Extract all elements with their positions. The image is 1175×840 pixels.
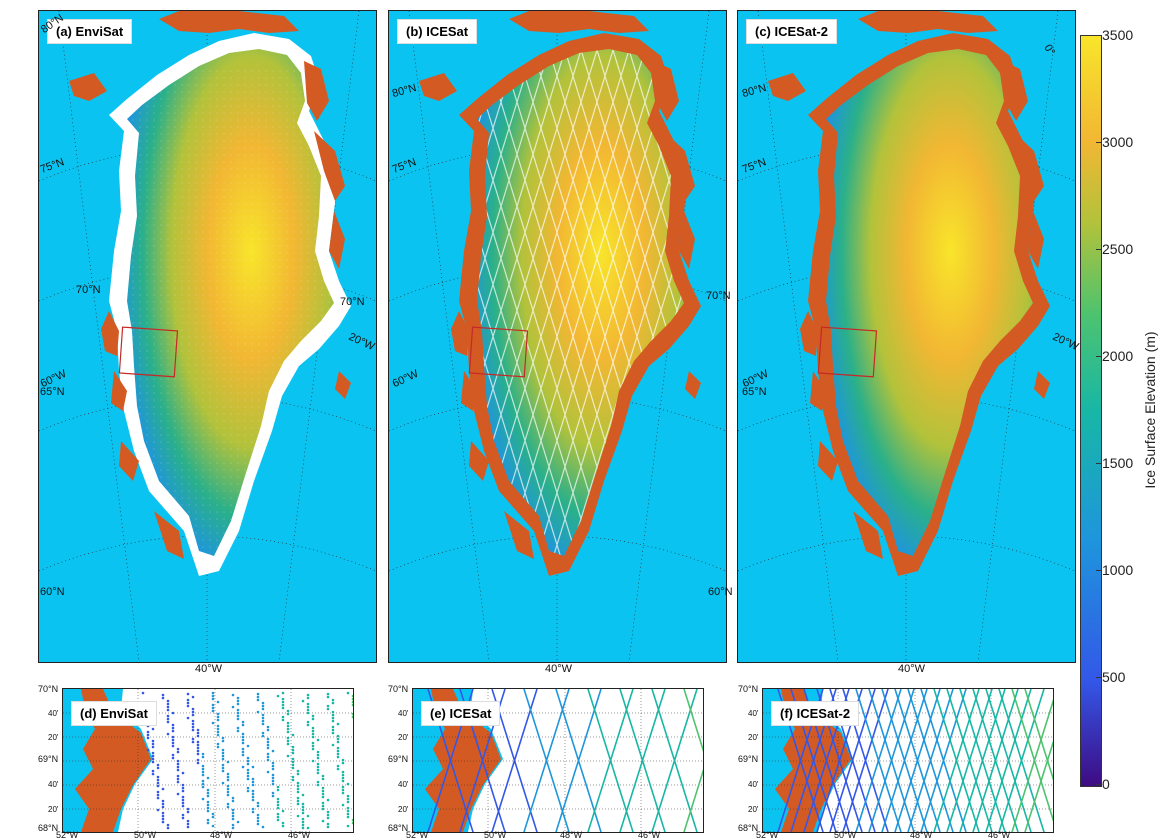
colorbar-tick-mark	[1096, 677, 1101, 678]
inset-lon-50: 50°W	[484, 830, 507, 840]
inset-lon-46: 46°W	[638, 830, 661, 840]
inset-lon-50: 50°W	[134, 830, 157, 840]
colorbar-tick-mark	[1096, 35, 1101, 36]
panel-label-b: (b) ICESat	[397, 19, 478, 44]
inset-lon-52: 52°W	[756, 830, 779, 840]
inset-lon-46: 46°W	[288, 830, 311, 840]
lat-label-70-b: 70°N	[340, 296, 365, 308]
lon-label-40w-b: 40°W	[545, 663, 573, 675]
inset-lat-20b: 20'	[748, 805, 759, 814]
inset-lon-50: 50°W	[834, 830, 857, 840]
inset-lat-69: 69°N	[738, 754, 759, 764]
lat-label-60-c: 60°N	[708, 586, 733, 598]
inset-lat-20a: 20'	[398, 733, 409, 742]
inset-lat-68: 68°N	[38, 823, 59, 833]
elevation-colorbar	[1080, 35, 1102, 787]
colorbar-tick-mark	[1096, 249, 1101, 250]
inset-label-f: (f) ICESat-2	[771, 701, 860, 726]
inset-lat-40b: 40'	[748, 780, 759, 789]
colorbar-tick-500: 500	[1102, 669, 1126, 685]
inset-lat-70: 70°N	[738, 684, 759, 694]
inset-panel-e: (e) ICESat	[412, 688, 704, 833]
colorbar-tick-1500: 1500	[1102, 455, 1134, 471]
inset-lat-20a: 20'	[748, 733, 759, 742]
colorbar-tick-1000: 1000	[1102, 562, 1134, 578]
lat-label-70-a: 70°N	[76, 284, 101, 296]
inset-lon-48: 48°W	[210, 830, 233, 840]
colorbar-tick-mark	[1096, 570, 1101, 571]
inset-lat-69: 69°N	[38, 754, 59, 764]
lat-label-65-a: 65°N	[40, 386, 65, 398]
greenland-map-b	[389, 11, 726, 662]
lon-label-40w-c: 40°W	[898, 663, 926, 675]
inset-lon-48: 48°W	[910, 830, 933, 840]
inset-lat-70: 70°N	[388, 684, 409, 694]
colorbar-title: Ice Surface Elevation (m)	[1142, 331, 1158, 489]
colorbar-tick-mark	[1096, 142, 1101, 143]
inset-lat-40a: 40'	[398, 709, 409, 718]
inset-lat-20a: 20'	[48, 733, 59, 742]
inset-panel-f: (f) ICESat-2	[762, 688, 1054, 833]
inset-lat-20b: 20'	[48, 805, 59, 814]
inset-lat-40b: 40'	[398, 780, 409, 789]
inset-lat-40b: 40'	[48, 780, 59, 789]
inset-lat-68: 68°N	[388, 823, 409, 833]
colorbar-tick-2000: 2000	[1102, 348, 1134, 364]
lat-label-65-c: 65°N	[742, 386, 767, 398]
colorbar-tick-3000: 3000	[1102, 134, 1134, 150]
inset-lat-40a: 40'	[48, 709, 59, 718]
inset-label-e: (e) ICESat	[421, 701, 501, 726]
colorbar-tick-3500: 3500	[1102, 27, 1134, 43]
panel-label-a: (a) EnviSat	[47, 19, 133, 44]
inset-lat-40a: 40'	[748, 709, 759, 718]
greenland-map-a	[39, 11, 376, 662]
colorbar-tick-mark	[1096, 463, 1101, 464]
lat-label-70-c: 70°N	[706, 290, 731, 302]
panel-label-c: (c) ICESat-2	[746, 19, 837, 44]
greenland-map-c	[738, 11, 1075, 662]
map-panel-c: (c) ICESat-2	[737, 10, 1076, 663]
inset-label-d: (d) EnviSat	[71, 701, 157, 726]
map-panel-b: (b) ICESat	[388, 10, 727, 663]
lat-label-60-a: 60°N	[40, 586, 65, 598]
inset-lon-46: 46°W	[988, 830, 1011, 840]
colorbar-tick-0: 0	[1102, 776, 1110, 792]
colorbar-tick-mark	[1096, 784, 1101, 785]
inset-lat-20b: 20'	[398, 805, 409, 814]
inset-lat-68: 68°N	[738, 823, 759, 833]
inset-panel-d: (d) EnviSat	[62, 688, 354, 833]
colorbar-tick-mark	[1096, 356, 1101, 357]
inset-lon-52: 52°W	[56, 830, 79, 840]
inset-lat-70: 70°N	[38, 684, 59, 694]
map-panel-a: (a) EnviSat	[38, 10, 377, 663]
colorbar-tick-2500: 2500	[1102, 241, 1134, 257]
inset-lon-52: 52°W	[406, 830, 429, 840]
lon-label-40w-a: 40°W	[195, 663, 223, 675]
inset-lon-48: 48°W	[560, 830, 583, 840]
inset-lat-69: 69°N	[388, 754, 409, 764]
